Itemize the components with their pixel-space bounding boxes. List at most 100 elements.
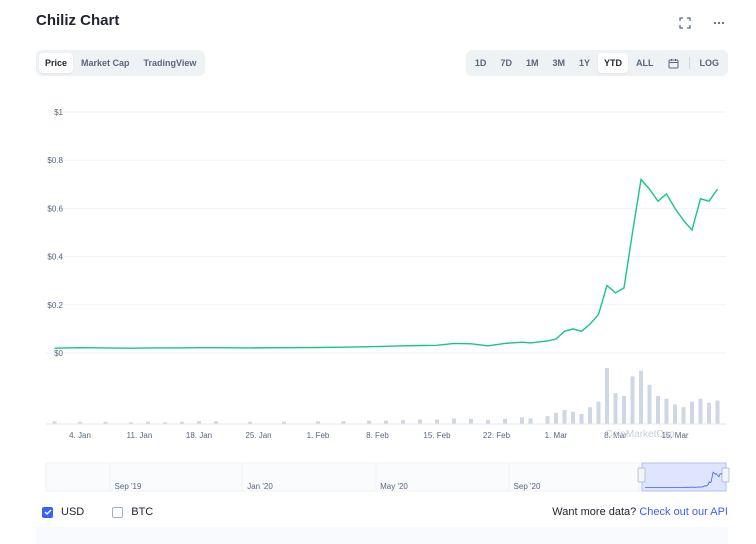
- volume-bar: [78, 421, 82, 424]
- volume-bars: [46, 368, 726, 425]
- tab-tradingview[interactable]: TradingView: [143, 58, 197, 68]
- volume-bar: [622, 396, 626, 424]
- navigator-label: Sep '19: [115, 482, 142, 491]
- volume-bar: [248, 421, 252, 424]
- x-tick-label: 22. Feb: [483, 431, 511, 440]
- chart-grid: [46, 111, 726, 354]
- navigator-label: May '20: [380, 482, 408, 491]
- btc-checkbox[interactable]: [112, 506, 124, 518]
- volume-bar: [664, 398, 669, 424]
- volume-bar: [588, 407, 592, 424]
- x-tick-label: 4. Jan: [69, 431, 91, 440]
- volume-bar: [197, 421, 201, 424]
- x-tick-label: 8. Feb: [366, 431, 389, 440]
- volume-bar: [316, 421, 320, 424]
- range-1m[interactable]: 1M: [525, 58, 539, 68]
- volume-bar: [715, 400, 720, 424]
- fullscreen-icon[interactable]: [676, 14, 694, 32]
- volume-bar: [341, 421, 346, 424]
- price-chart: $0 $0.2 $0.4 $0.6 $0.8 $1 4. Jan 11. Jan 18. Ja…: [45, 108, 730, 492]
- range-tabs: 1D 7D 1M 3M 1Y YTD ALL LOG: [465, 50, 728, 76]
- volume-bar: [103, 421, 108, 424]
- range-1y[interactable]: 1Y: [578, 58, 590, 68]
- volume-bar: [401, 420, 405, 424]
- volume-bar: [486, 420, 490, 424]
- volume-bar: [367, 420, 371, 424]
- volume-bar: [180, 421, 184, 424]
- range-7d[interactable]: 7D: [500, 58, 512, 68]
- range-all[interactable]: ALL: [636, 58, 654, 68]
- price-line: [54, 177, 719, 349]
- volume-bar: [282, 421, 286, 424]
- range-3m[interactable]: 3M: [552, 58, 565, 68]
- volume-bar: [528, 418, 533, 424]
- tab-market-cap[interactable]: Market Cap: [81, 58, 130, 68]
- x-tick-label: 25. Jan: [245, 431, 271, 440]
- volume-bar: [545, 416, 550, 424]
- volume-bar: [690, 401, 694, 424]
- volume-bar: [579, 413, 584, 424]
- y-tick-label: $1: [54, 108, 63, 117]
- y-tick-label: $0.8: [47, 156, 63, 165]
- volume-bar: [418, 419, 422, 424]
- volume-bar: [562, 410, 567, 424]
- volume-bar: [596, 401, 601, 424]
- btc-label: BTC: [131, 506, 154, 518]
- navigator-window[interactable]: [641, 462, 727, 492]
- footer-bar: [36, 527, 728, 544]
- x-tick-label: 18. Jan: [186, 431, 212, 440]
- volume-bar: [681, 407, 686, 424]
- volume-bar: [707, 402, 711, 424]
- x-tick-label: 15. Feb: [423, 431, 451, 440]
- view-tabs: Price Market Cap TradingView: [36, 50, 206, 76]
- api-promo: Want more data? Check out our API: [552, 506, 728, 518]
- page-title: Chiliz Chart: [36, 12, 120, 29]
- volume-bar: [52, 421, 57, 424]
- calendar-icon[interactable]: [662, 53, 685, 73]
- navigator-line: [644, 471, 723, 489]
- log-toggle[interactable]: LOG: [699, 58, 720, 68]
- volume-bar: [647, 384, 652, 424]
- api-prompt: Want more data?: [552, 506, 637, 518]
- range-divider: [688, 57, 690, 69]
- volume-bar: [554, 412, 558, 424]
- y-tick-label: $0.4: [47, 253, 63, 262]
- volume-bar: [520, 417, 524, 424]
- volume-bar: [435, 419, 439, 424]
- more-icon[interactable]: [710, 14, 728, 32]
- usd-checkbox[interactable]: [42, 506, 53, 518]
- x-tick-label: 8. Mar: [604, 431, 627, 440]
- navigator-handle-right[interactable]: [721, 467, 730, 483]
- range-1d[interactable]: 1D: [474, 58, 487, 68]
- volume-bar: [163, 422, 167, 424]
- volume-bar: [605, 368, 609, 424]
- x-axis: 4. Jan 11. Jan 18. Jan 25. Jan 1. Feb 8. Feb 1…: [69, 431, 689, 440]
- volume-bar: [384, 420, 388, 424]
- volume-bar: [503, 418, 507, 424]
- volume-bar: [452, 418, 456, 424]
- volume-bar: [129, 422, 133, 424]
- volume-bar: [146, 421, 150, 424]
- y-axis: $0 $0.2 $0.4 $0.6 $0.8 $1: [47, 108, 63, 358]
- y-tick-label: $0: [54, 349, 63, 358]
- x-tick-label: 15. Mar: [661, 431, 688, 440]
- volume-bar: [698, 398, 703, 424]
- navigator-label: Sep '20: [514, 482, 541, 491]
- tab-price[interactable]: Price: [39, 53, 74, 73]
- navigator-handle-left[interactable]: [637, 467, 646, 483]
- usd-label: USD: [61, 506, 85, 518]
- chart-toolbar: [676, 14, 728, 32]
- volume-bar: [469, 418, 473, 424]
- api-link[interactable]: Check out our API: [639, 506, 728, 518]
- x-tick-label: 11. Jan: [127, 431, 153, 440]
- navigator-label: Jan '20: [247, 482, 273, 491]
- x-tick-label: 1. Mar: [545, 431, 568, 440]
- check-icon: [44, 509, 51, 515]
- volume-bar: [639, 370, 643, 424]
- volume-bar: [571, 411, 575, 424]
- y-tick-label: $0.2: [47, 301, 63, 310]
- volume-bar: [656, 396, 660, 424]
- navigator-track: [45, 462, 727, 492]
- range-ytd[interactable]: YTD: [598, 53, 628, 73]
